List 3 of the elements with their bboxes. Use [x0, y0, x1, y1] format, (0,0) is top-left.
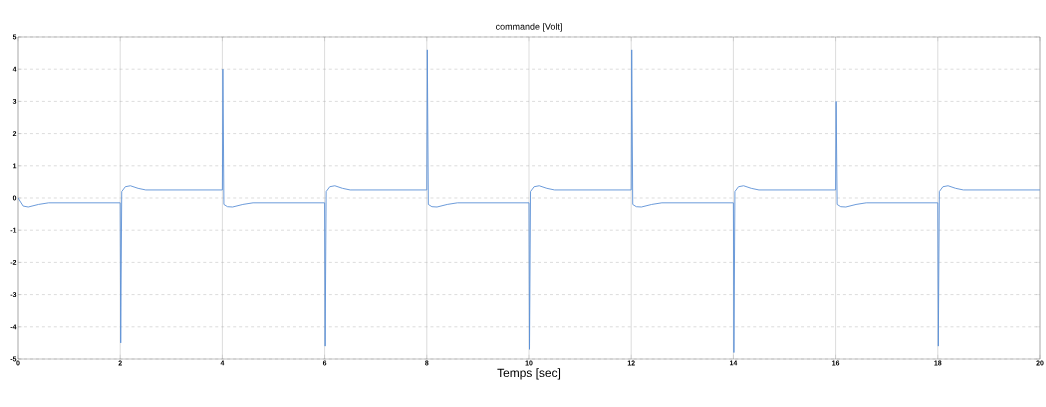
x-axis-title: Temps [sec] [497, 368, 561, 380]
chart-title: commande [Volt] [495, 23, 562, 32]
line-series [18, 49, 1040, 354]
